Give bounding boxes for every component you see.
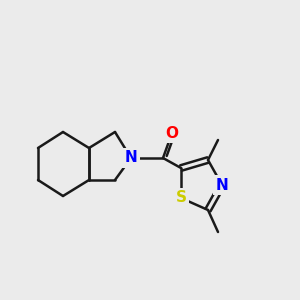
Text: S: S — [176, 190, 187, 206]
Text: O: O — [166, 125, 178, 140]
Text: N: N — [216, 178, 228, 193]
Text: N: N — [124, 151, 137, 166]
